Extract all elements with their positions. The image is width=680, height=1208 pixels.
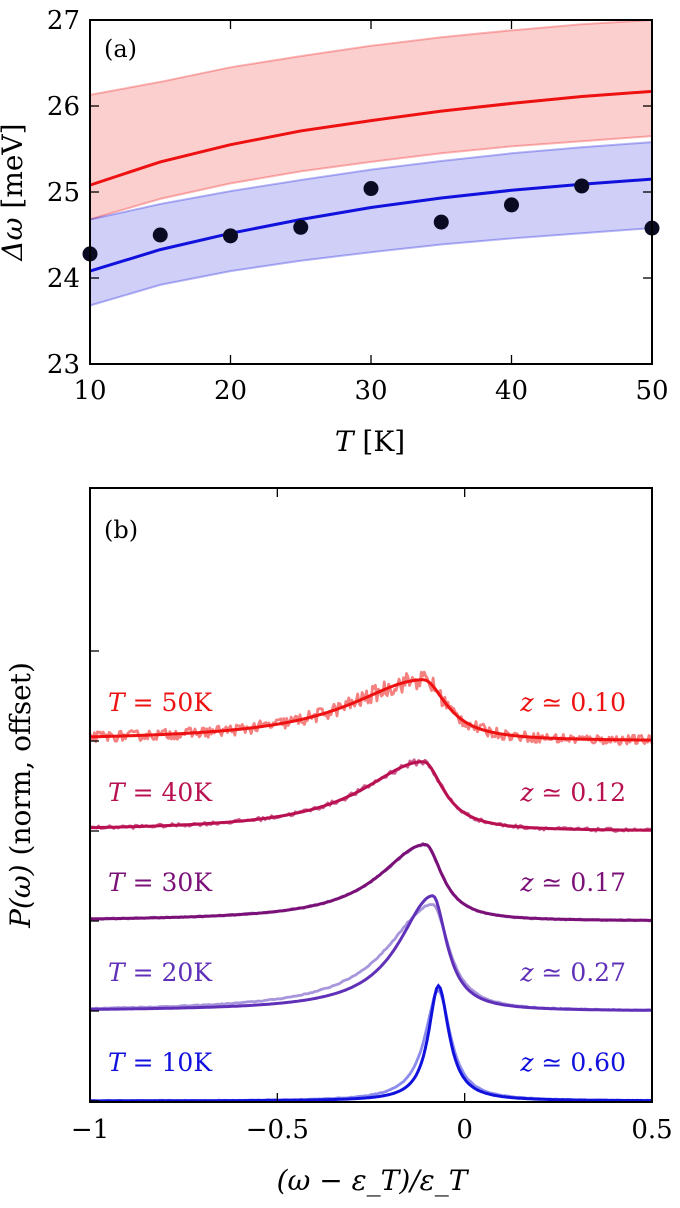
temperature-label-value: = 10K (125, 1048, 214, 1077)
temperature-label: T = 20K (108, 958, 213, 987)
z-label-var: z (519, 778, 534, 807)
a-points (82, 178, 660, 262)
z-label-value: ≃ 0.27 (533, 958, 626, 987)
x-tick-label: 30 (354, 376, 387, 406)
panel-b-label: (b) (104, 516, 138, 544)
panel-a-xlabel-var: T (335, 425, 356, 458)
x-tick-label: 10 (73, 376, 106, 406)
temperature-label-value: = 30K (125, 868, 214, 897)
fit-curve (89, 678, 652, 742)
x-tick-label: 20 (214, 376, 247, 406)
y-tick-label: 24 (47, 264, 80, 294)
y-tick-label: 27 (47, 6, 80, 36)
panel-b-frame (89, 487, 653, 1103)
data-point (152, 227, 168, 243)
data-point (433, 214, 449, 230)
data-point (504, 197, 519, 213)
y-tick-label: 25 (47, 178, 80, 208)
panel-a-label: (a) (104, 35, 137, 63)
temperature-label: T = 50K (108, 688, 213, 717)
fit-curve (90, 983, 652, 1103)
x-tick-label: 0.5 (631, 1115, 672, 1145)
b-ticks: −1 −0.5 0 0.5 (71, 488, 673, 1145)
data-point (293, 219, 309, 235)
a-bands (89, 18, 653, 307)
temperature-label-value: = 20K (125, 958, 214, 987)
y-tick-label: 26 (47, 92, 80, 122)
curve-blue (89, 177, 653, 273)
panel-b-y-axis-label: P(ω) (norm, offset) (4, 662, 37, 929)
temperature-label-value: = 50K (125, 688, 214, 717)
temperature-label: T = 30K (108, 868, 213, 897)
panel-a-xlabel-unit: [K] (362, 425, 405, 458)
panel-b-x-axis-label: (ω − ε_T)/ε_T (277, 1164, 470, 1197)
z-label: z ≃ 0.17 (519, 868, 626, 897)
panel-a: 10 20 30 40 50 23 24 25 26 27 (a) T [K] Δω [meV] (0, 6, 669, 458)
temperature-label-var: T (108, 958, 127, 987)
panel-b-ylabel-rest: (norm, offset) (4, 662, 37, 855)
x-tick-label: 40 (495, 376, 528, 406)
x-tick-label: 0 (456, 1115, 473, 1145)
panel-b-ylabel-var: P(ω) (4, 864, 37, 929)
temperature-label-value: = 40K (125, 778, 214, 807)
z-label: z ≃ 0.10 (519, 688, 626, 717)
z-label: z ≃ 0.12 (519, 778, 626, 807)
x-tick-label: −0.5 (246, 1115, 309, 1145)
b-labels: T = 10K z ≃ 0.60 T = 20K z ≃ 0.27 T = 30K z ≃… (108, 688, 626, 1077)
temperature-label-var: T (108, 868, 127, 897)
z-label-var: z (519, 1048, 534, 1077)
a-curves (89, 89, 653, 273)
b-curves (88, 670, 654, 1103)
temperature-label-var: T (108, 778, 127, 807)
z-label-var: z (519, 958, 534, 987)
y-tick-label: 23 (47, 350, 80, 380)
z-label-value: ≃ 0.10 (533, 688, 626, 717)
data-point (363, 181, 379, 197)
panel-a-ylabel-var: Δω (0, 217, 29, 261)
temperature-label: T = 10K (108, 1048, 213, 1077)
panel-b: −1 −0.5 0 0.5 T = 10K z ≃ 0.60 T = 20K z ≃ 0.2… (4, 487, 673, 1197)
x-tick-label: 50 (635, 376, 668, 406)
fit-curve (89, 760, 652, 832)
z-label-value: ≃ 0.12 (533, 778, 626, 807)
temperature-label: T = 40K (108, 778, 213, 807)
fit-curve (90, 842, 652, 922)
curve-red (89, 89, 653, 187)
x-tick-label: −1 (71, 1115, 109, 1145)
z-label: z ≃ 0.60 (519, 1048, 626, 1077)
data-point (223, 228, 238, 244)
z-label-value: ≃ 0.60 (533, 1048, 626, 1077)
z-label-value: ≃ 0.17 (533, 868, 626, 897)
panel-a-x-axis-label: T [K] (335, 425, 405, 458)
z-label-var: z (519, 688, 534, 717)
z-label-var: z (519, 868, 534, 897)
fit-curve (89, 894, 652, 1012)
data-point (574, 178, 590, 194)
temperature-label-var: T (108, 688, 127, 717)
temperature-label-var: T (108, 1048, 127, 1077)
a-ticks: 10 20 30 40 50 23 24 25 26 27 (47, 6, 669, 406)
z-label: z ≃ 0.27 (519, 958, 626, 987)
panel-a-y-axis-label: Δω [meV] (0, 123, 29, 261)
panel-a-ylabel-unit: [meV] (0, 123, 29, 208)
